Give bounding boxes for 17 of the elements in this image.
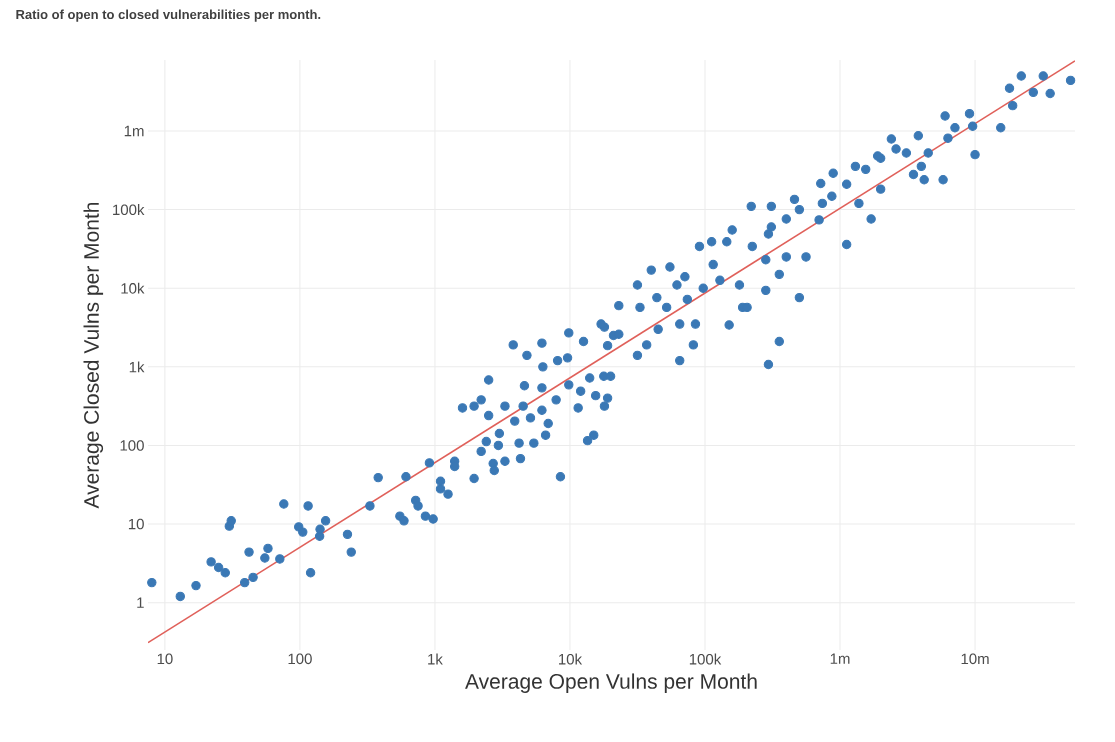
y-tick-label: 10k [121, 282, 145, 294]
x-tick-label: 100k [689, 653, 722, 665]
x-tick-label: 10k [559, 653, 583, 665]
x-tick-label: 1m [830, 653, 850, 664]
x-tick-label: 1k [428, 653, 443, 665]
x-tick-label: 100 [288, 653, 312, 665]
y-axis-title: Average Closed Vulns per Month [83, 202, 104, 509]
x-tick-label: 10 [157, 653, 173, 665]
y-tick-label: 10 [128, 518, 144, 530]
x-tick-label: 10m [961, 653, 989, 665]
y-tick-label: 1 [137, 597, 144, 608]
y-tick-label: 100 [120, 440, 144, 451]
y-tick-label: 1k [129, 361, 145, 373]
chart-title: Ratio of open to closed vulnerabilities per month. [16, 9, 321, 22]
x-axis-title: Average Open Vulns per Month [465, 673, 757, 693]
y-tick-label: 100k [113, 204, 145, 216]
y-tick-label: 1m [124, 125, 144, 137]
